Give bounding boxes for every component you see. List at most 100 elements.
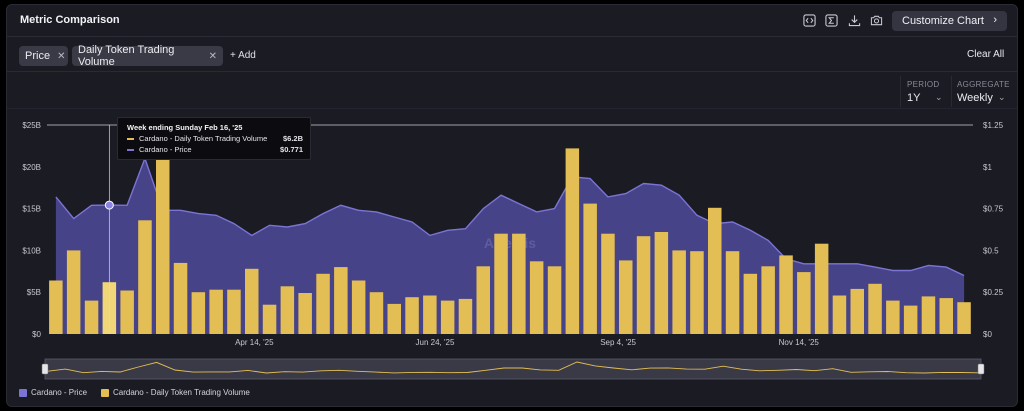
tooltip-series-name: Cardano - Price [139, 145, 192, 154]
y-axis-right-tick-label: $0.5 [983, 246, 999, 255]
volume-bar [369, 292, 384, 334]
volume-bar [227, 289, 241, 334]
volume-bar [173, 262, 188, 334]
chip-label: Daily Token Trading Volume [78, 44, 175, 68]
volume-bar [814, 243, 829, 334]
volume-bar [120, 290, 134, 334]
tooltip-series-value: $6.2B [282, 134, 303, 143]
x-axis-tick-label: Sep 4, '25 [600, 338, 636, 347]
aggregate-label: AGGREGATE [957, 80, 1010, 89]
volume-bar [66, 250, 81, 334]
close-icon[interactable]: ✕ [57, 50, 66, 62]
y-axis-left-tick-label: $20B [22, 163, 41, 172]
legend-swatch [19, 388, 27, 397]
tooltip-row-volume: Cardano - Daily Token Trading Volume $6.… [127, 134, 303, 144]
volume-bar [156, 153, 170, 334]
volume-bar [690, 251, 704, 334]
y-axis-left-tick-label: $25B [22, 121, 41, 130]
y-axis-right-tick-label: $1 [983, 163, 992, 172]
add-metric-button[interactable]: + Add [230, 50, 256, 61]
y-axis-left-tick-label: $0 [32, 330, 41, 339]
volume-bar [868, 283, 882, 334]
volume-bar [351, 280, 366, 334]
volume-bar [583, 203, 597, 334]
y-axis-left-tick-label: $15B [22, 205, 41, 214]
chip-daily-token-trading-volume[interactable]: Daily Token Trading Volume ✕ [72, 44, 223, 68]
legend-item-volume[interactable]: Cardano - Daily Token Trading Volume [101, 388, 250, 397]
volume-bar [957, 302, 971, 334]
range-navigator [44, 358, 982, 380]
navigator-volume-line [46, 361, 980, 374]
camera-icon[interactable] [869, 13, 883, 27]
range-handle-left [41, 363, 49, 375]
divider [900, 76, 901, 107]
legend-item-price[interactable]: Cardano - Price [19, 388, 87, 397]
divider [7, 108, 1017, 109]
tooltip-series-value: $0.771 [280, 145, 303, 154]
volume-bar [476, 266, 490, 334]
customize-chart-label: Customize Chart [902, 15, 984, 27]
x-axis-tick-label: Nov 14, '25 [779, 338, 820, 347]
tooltip-title: Week ending Sunday Feb 16, '25 [127, 123, 243, 132]
volume-bar [245, 268, 259, 334]
page-title: Metric Comparison [20, 14, 120, 26]
range-handle-right [977, 363, 985, 375]
volume-bar [939, 298, 953, 334]
legend-label: Cardano - Price [31, 388, 88, 397]
volume-bar [797, 272, 811, 334]
volume-bar [512, 233, 526, 334]
legend-swatch [127, 149, 134, 151]
volume-bar [654, 232, 669, 334]
chart-panel: Metric Comparison Customize Chart › Pric… [6, 4, 1018, 407]
watermark: Artemis [484, 235, 536, 251]
aggregate-select[interactable]: Weekly [957, 92, 993, 104]
volume-bar [779, 255, 793, 334]
volume-bar [601, 233, 615, 334]
chevron-right-icon: › [993, 14, 997, 26]
period-select[interactable]: 1Y [907, 92, 921, 104]
volume-bar [262, 304, 277, 334]
y-axis-right-tick-label: $0 [983, 330, 992, 339]
volume-bar [832, 295, 847, 334]
clear-all-button[interactable]: Clear All [967, 49, 1005, 60]
y-axis-left-tick-label: $10B [22, 246, 41, 255]
volume-bar [49, 280, 63, 334]
volume-bar [316, 273, 330, 334]
volume-bar [298, 293, 312, 334]
sigma-icon[interactable] [824, 13, 838, 27]
price-line [55, 156, 965, 277]
chevron-down-icon[interactable]: ⌄ [935, 92, 943, 102]
chip-price[interactable]: Price ✕ [19, 46, 68, 66]
volume-bar [761, 266, 775, 334]
tooltip-row-price: Cardano - Price $0.771 [127, 145, 303, 155]
volume-bar [494, 233, 508, 334]
divider [951, 76, 952, 107]
period-label: PERIOD [907, 80, 940, 89]
volume-bar [529, 261, 544, 334]
download-icon[interactable] [847, 13, 861, 27]
customize-chart-button[interactable]: Customize Chart › [892, 11, 1007, 31]
close-icon[interactable]: ✕ [208, 50, 217, 62]
chevron-down-icon[interactable]: ⌄ [998, 92, 1006, 102]
volume-bar [209, 289, 223, 334]
volume-bar [191, 292, 206, 334]
volume-bar [619, 260, 633, 334]
volume-bar [636, 236, 651, 334]
chip-label: Price [25, 50, 51, 62]
metric-filter-bar: Price ✕ Daily Token Trading Volume ✕ + A… [7, 38, 1017, 72]
y-axis-right-tick-label: $0.25 [983, 288, 1004, 297]
volume-bar [886, 300, 900, 334]
legend-swatch [101, 388, 109, 397]
y-axis-right-tick-label: $1.25 [983, 121, 1004, 130]
volume-bar [334, 267, 348, 334]
volume-bar [440, 300, 455, 334]
y-axis-left-tick-label: $5B [27, 288, 41, 297]
legend-label: Cardano - Daily Token Trading Volume [113, 388, 250, 397]
chart-tooltip: Week ending Sunday Feb 16, '25 Cardano -… [117, 117, 311, 160]
embed-icon[interactable] [802, 13, 816, 27]
volume-bar [743, 273, 758, 334]
volume-bar [280, 286, 295, 334]
volume-bar [850, 288, 864, 334]
volume-bar [387, 303, 401, 334]
chart-canvas[interactable]: $0 $5B $10B $15B $20B $25B $0 $0.25 $0.5 $0.75 $1 $… [7, 5, 1018, 407]
